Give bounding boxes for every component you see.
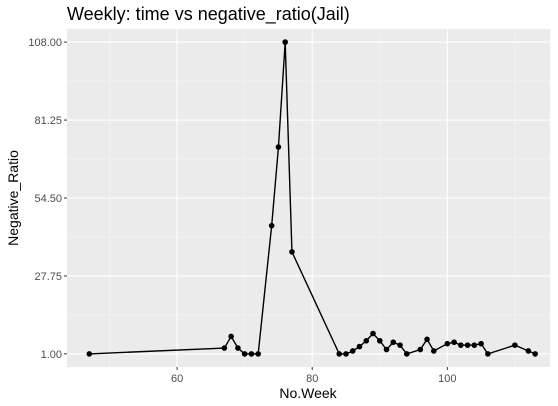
x-tick-label: 80 (306, 373, 318, 385)
data-point (349, 348, 356, 354)
data-point (417, 346, 424, 353)
data-point (458, 342, 464, 348)
data-point (451, 339, 457, 346)
chart-title: Weekly: time vs negative_ratio(Jail) (67, 4, 350, 25)
data-point (268, 222, 275, 229)
data-point (255, 351, 261, 357)
y-tick-label: 27.75 (34, 271, 62, 283)
data-point (478, 340, 484, 347)
y-tick-label: 54.50 (34, 193, 62, 205)
x-tick-label: 100 (438, 373, 456, 385)
data-point (464, 342, 471, 348)
data-point (444, 340, 451, 347)
y-tick-label: 108.00 (28, 37, 62, 49)
x-axis-title: No.Week (279, 385, 337, 401)
data-point (383, 346, 390, 353)
data-point (376, 337, 383, 344)
y-axis-ticks: 1.00 27.75 54.50 81.25 108.00 (28, 37, 67, 361)
data-point (390, 339, 397, 346)
major-gridlines (67, 29, 550, 367)
data-point (221, 345, 228, 351)
data-point (525, 348, 532, 354)
data-point (397, 342, 403, 348)
data-point (241, 351, 248, 357)
data-point (403, 351, 410, 357)
data-point (235, 345, 241, 351)
y-axis-title: Negative_Ratio (5, 150, 21, 246)
data-point (512, 342, 518, 348)
data-point (248, 351, 255, 357)
x-axis-ticks: 60 80 100 (171, 367, 456, 385)
data-point (471, 342, 478, 348)
y-tick-label: 1.00 (41, 349, 62, 361)
data-point (532, 351, 538, 357)
data-point (228, 333, 234, 340)
data-point (282, 39, 288, 45)
y-tick-label: 81.25 (34, 115, 62, 127)
data-point (363, 337, 370, 344)
data-point (431, 348, 437, 354)
data-point (289, 249, 295, 255)
data-point (86, 351, 93, 357)
data-point (343, 351, 349, 357)
data-points (86, 39, 538, 357)
data-point (370, 330, 376, 337)
data-point (336, 351, 343, 357)
data-point (424, 336, 430, 343)
data-point (356, 343, 363, 350)
data-point (485, 351, 491, 357)
data-point (275, 144, 282, 150)
x-tick-label: 60 (171, 373, 183, 385)
